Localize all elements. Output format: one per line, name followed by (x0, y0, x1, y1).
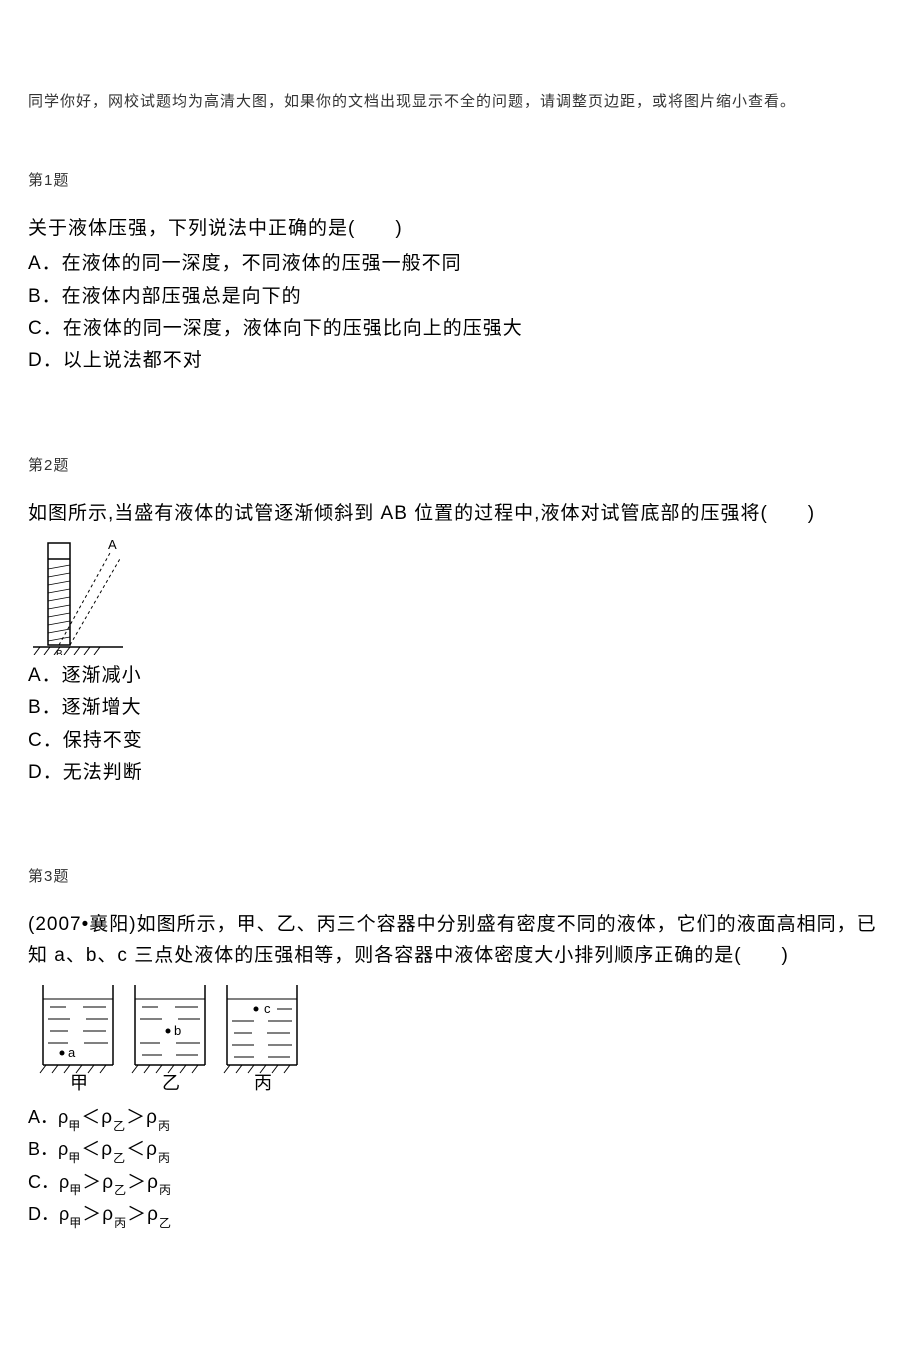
label-jia: 甲 (70, 1073, 88, 1093)
question-1-option-a: A．在液体的同一深度，不同液体的压强一般不同 (28, 248, 892, 280)
question-1-option-d: D．以上说法都不对 (28, 345, 892, 377)
question-1-label: 第1题 (28, 169, 892, 190)
question-2-figure: A B (28, 535, 892, 660)
label-bing: 丙 (254, 1073, 272, 1093)
label-yi: 乙 (162, 1073, 180, 1093)
question-2-label: 第2题 (28, 454, 892, 475)
page-notice: 同学你好，网校试题均为高清大图，如果你的文档出现显示不全的问题，请调整页边距，或… (28, 90, 892, 111)
test-tube-icon: A B (28, 535, 128, 655)
question-2-option-d: D．无法判断 (28, 757, 892, 789)
question-3: 第3题 (2007•襄阳)如图所示，甲、乙、丙三个容器中分别盛有密度不同的液体，… (28, 865, 892, 1231)
svg-text:B: B (56, 649, 63, 655)
question-2-option-b: B．逐渐增大 (28, 692, 892, 724)
question-3-option-c: C．ρ甲＞ρ乙＞ρ丙 (28, 1167, 892, 1199)
question-3-figure: a 甲 b (28, 977, 892, 1102)
question-2-option-a: A．逐渐减小 (28, 660, 892, 692)
question-2-option-c: C．保持不变 (28, 725, 892, 757)
label-b: b (174, 1023, 181, 1038)
question-2-stem: 如图所示,当盛有液体的试管逐渐倾斜到 AB 位置的过程中,液体对试管底部的压强将… (28, 499, 892, 529)
question-3-stem: (2007•襄阳)如图所示，甲、乙、丙三个容器中分别盛有密度不同的液体，它们的液… (28, 910, 892, 971)
question-1-option-b: B．在液体内部压强总是向下的 (28, 281, 892, 313)
label-c: c (264, 1001, 271, 1016)
question-3-label: 第3题 (28, 865, 892, 886)
question-3-option-b: B．ρ甲＜ρ乙＜ρ丙 (28, 1134, 892, 1166)
question-3-option-a: A．ρ甲＜ρ乙＞ρ丙 (28, 1102, 892, 1134)
question-1-option-c: C．在液体的同一深度，液体向下的压强比向上的压强大 (28, 313, 892, 345)
label-a: a (68, 1045, 76, 1060)
question-1-stem: 关于液体压强，下列说法中正确的是( ) (28, 214, 892, 244)
question-2: 第2题 如图所示,当盛有液体的试管逐渐倾斜到 AB 位置的过程中,液体对试管底部… (28, 454, 892, 790)
svg-text:A: A (108, 537, 117, 552)
question-1: 第1题 关于液体压强，下列说法中正确的是( ) A．在液体的同一深度，不同液体的… (28, 169, 892, 378)
three-containers-icon: a 甲 b (28, 977, 308, 1097)
question-3-option-d: D．ρ甲＞ρ丙＞ρ乙 (28, 1199, 892, 1231)
